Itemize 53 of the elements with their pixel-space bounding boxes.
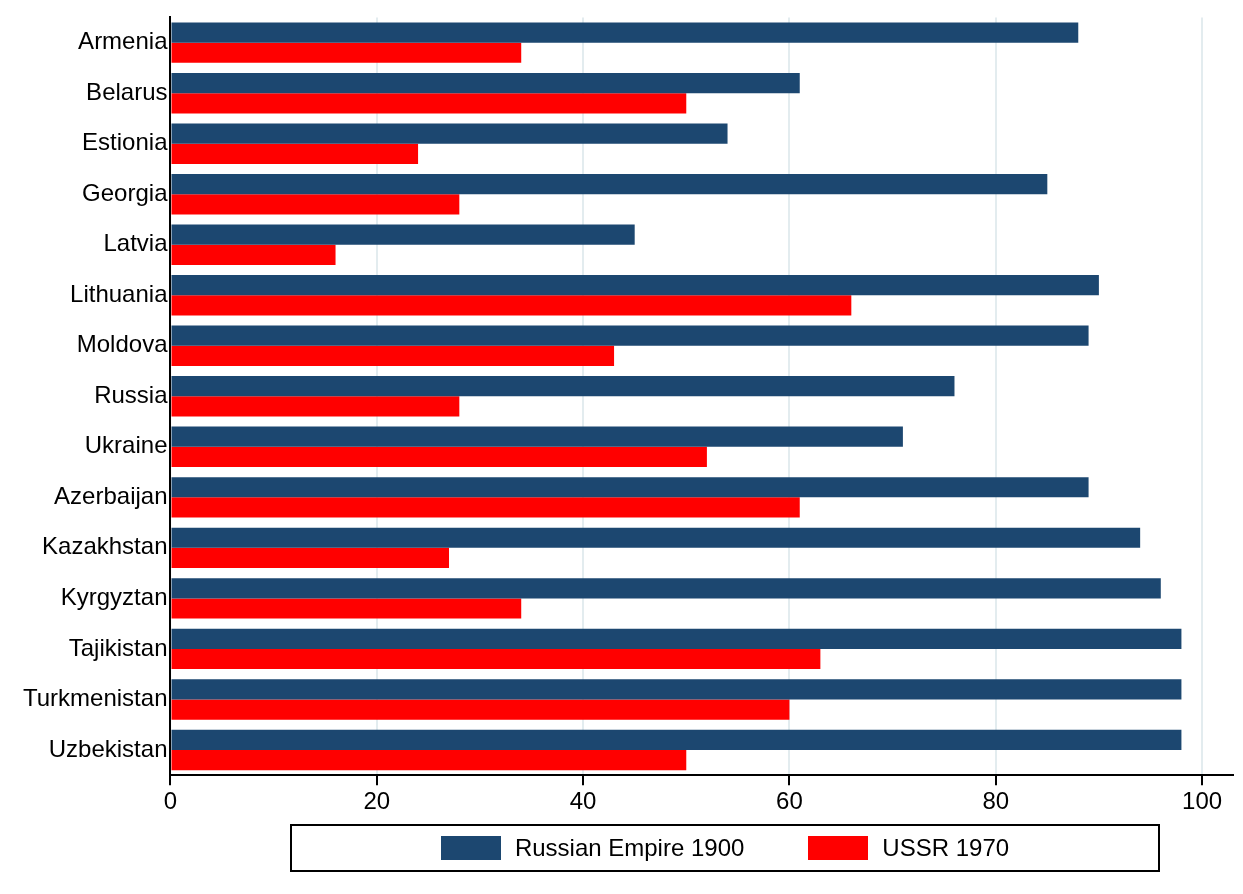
y-tick-label: Georgia (82, 178, 169, 206)
bar (171, 275, 1099, 296)
bar (171, 527, 1141, 548)
y-tick-label: Armenia (78, 27, 169, 55)
bar (171, 376, 955, 397)
bar (171, 174, 1048, 195)
bar (171, 42, 522, 63)
x-tick-label: 40 (569, 787, 597, 815)
x-tick-label: 100 (1182, 787, 1223, 815)
y-tick-label: Tajikistan (68, 633, 168, 661)
bar (171, 22, 1079, 43)
bar (171, 598, 522, 619)
x-tick-label: 0 (163, 787, 178, 815)
legend-label: USSR 1970 (882, 834, 1010, 862)
y-tick-label: Russia (94, 380, 169, 408)
y-tick-label: Azerbaijan (54, 481, 168, 509)
bar (171, 295, 852, 316)
y-tick-label: Estionia (82, 128, 169, 156)
bar (171, 224, 635, 245)
bar (171, 729, 1182, 750)
bar (171, 679, 1182, 700)
x-tick-label: 60 (776, 787, 803, 815)
x-tick-label: 80 (982, 787, 1010, 815)
legend-label: Russian Empire 1900 (514, 834, 745, 862)
bar (171, 93, 687, 114)
bar (171, 143, 419, 164)
bar (171, 547, 450, 569)
y-tick-label: Turkmenistan (22, 684, 168, 712)
y-tick-label: Uzbekistan (48, 734, 168, 762)
bar (171, 628, 1182, 649)
bar (171, 648, 821, 670)
bar (171, 578, 1161, 599)
bar (171, 194, 460, 215)
bar (171, 446, 707, 468)
y-tick-label: Latvia (103, 229, 169, 257)
bar (171, 477, 1089, 498)
bar (171, 123, 728, 144)
bar (171, 244, 336, 265)
y-tick-label: Lithuania (70, 279, 169, 307)
y-tick-label: Ukraine (84, 431, 168, 459)
bar (171, 497, 800, 518)
y-tick-label: Belarus (86, 77, 168, 105)
x-tick-label: 20 (363, 787, 391, 815)
bar (171, 426, 903, 447)
bar (171, 345, 615, 366)
bar (171, 72, 800, 94)
y-tick-label: Kazakhstan (42, 532, 168, 560)
bar (171, 749, 687, 771)
y-tick-label: Kyrgyztan (60, 583, 168, 611)
y-tick-label: Moldova (76, 330, 169, 358)
bar (171, 699, 790, 720)
bar (171, 396, 460, 417)
bar (171, 325, 1089, 346)
